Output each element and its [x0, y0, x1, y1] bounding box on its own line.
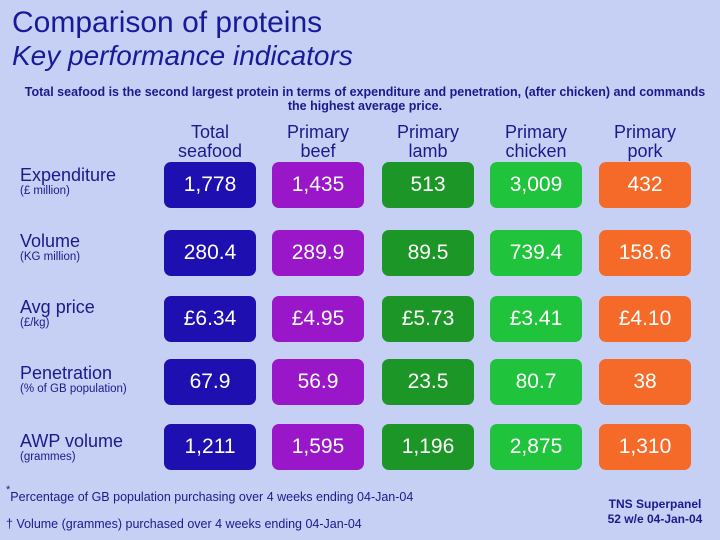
- value-cell: 38: [599, 359, 691, 405]
- row-label-avg-price: Avg price (£/kg): [20, 297, 95, 329]
- value-cell: 1,196: [382, 424, 474, 470]
- source-note: TNS Superpanel 52 w/e 04-Jan-04: [607, 497, 703, 526]
- row-label-penetration: Penetration (% of GB population): [20, 363, 127, 395]
- column-header-primary-lamb: Primary lamb: [397, 122, 459, 161]
- value-cell: 3,009: [490, 162, 582, 208]
- value-cell: 89.5: [382, 230, 474, 276]
- value-cell: 432: [599, 162, 691, 208]
- value-cell: 1,435: [272, 162, 364, 208]
- value-cell: £4.10: [599, 296, 691, 342]
- value-cell: 56.9: [272, 359, 364, 405]
- value-cell: 280.4: [164, 230, 256, 276]
- column-header-primary-chicken: Primary chicken: [505, 122, 567, 161]
- row-label-awp-volume: AWP volume (grammes): [20, 431, 124, 463]
- value-cell: 23.5: [382, 359, 474, 405]
- value-cell: 1,211: [164, 424, 256, 470]
- value-cell: £6.34: [164, 296, 256, 342]
- footnote-volume: † Volume (grammes) purchased over 4 week…: [6, 517, 362, 531]
- value-cell: £3.41: [490, 296, 582, 342]
- intro-text: Total seafood is the second largest prot…: [24, 85, 706, 113]
- value-cell: 1,310: [599, 424, 691, 470]
- page-title: Comparison of proteins: [12, 6, 323, 39]
- row-label-volume: Volume (KG million): [20, 231, 81, 263]
- value-cell: 513: [382, 162, 474, 208]
- value-cell: 1,595: [272, 424, 364, 470]
- value-cell: 67.9: [164, 359, 256, 405]
- column-header-total-seafood: Total seafood: [177, 122, 243, 161]
- value-cell: 739.4: [490, 230, 582, 276]
- value-cell: 158.6: [599, 230, 691, 276]
- column-header-primary-beef: Primary beef: [287, 122, 349, 161]
- value-cell: 289.9: [272, 230, 364, 276]
- footnote-penetration: *Percentage of GB population purchasing …: [6, 484, 414, 504]
- value-cell: 2,875: [490, 424, 582, 470]
- value-cell: £4.95: [272, 296, 364, 342]
- row-label-expenditure: Expenditure (£ million): [20, 165, 117, 197]
- value-cell: £5.73: [382, 296, 474, 342]
- value-cell: 1,778: [164, 162, 256, 208]
- value-cell: 80.7: [490, 359, 582, 405]
- column-header-primary-pork: Primary pork: [614, 122, 676, 161]
- page-subtitle: Key performance indicators: [12, 40, 353, 71]
